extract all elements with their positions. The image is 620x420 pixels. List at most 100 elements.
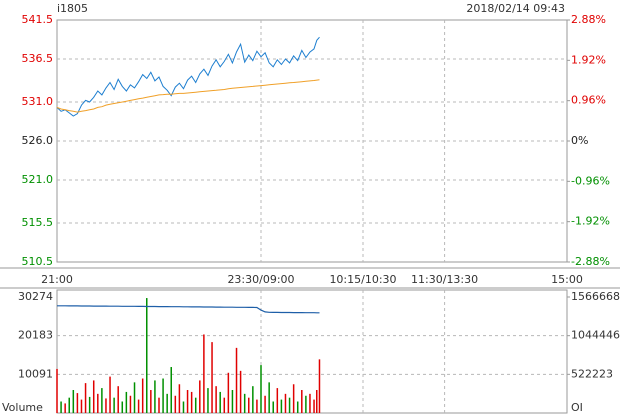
- volume-bar: [121, 401, 124, 413]
- y-tick-label: 515.5: [22, 216, 54, 229]
- oi-line: [57, 305, 320, 314]
- volume-bar: [84, 383, 87, 413]
- y-tick-label: 510.5: [22, 255, 54, 268]
- volume-bar: [178, 384, 181, 413]
- y2-tick-label: -2.88%: [571, 255, 610, 268]
- volume-bar: [243, 393, 246, 413]
- volume-bar: [129, 395, 132, 413]
- volume-bar: [72, 390, 75, 413]
- datetime: 2018/02/14 09:43: [466, 2, 565, 15]
- y2-tick-label: 1044446: [571, 329, 620, 342]
- y2-tick-label: 1566668: [571, 290, 620, 303]
- volume-bar: [284, 393, 287, 413]
- volume-bar: [256, 399, 258, 413]
- price-line: [56, 36, 320, 117]
- volume-bar: [318, 359, 321, 413]
- volume-bar: [316, 390, 318, 413]
- volume-bar: [223, 397, 226, 413]
- volume-bar: [268, 382, 270, 413]
- volume-bar: [182, 401, 185, 413]
- y-tick-label: 30274: [18, 290, 53, 303]
- y-tick-label: 541.5: [22, 13, 54, 26]
- y-tick-label: 521.0: [22, 173, 54, 186]
- x-tick-label: 23:30/09:00: [227, 273, 294, 286]
- volume-bar: [162, 378, 164, 413]
- volume-bar: [207, 388, 209, 413]
- volume-bar: [313, 399, 315, 413]
- volume-bar: [301, 390, 303, 413]
- y-tick-label: 531.0: [22, 95, 54, 108]
- volume-label: Volume: [2, 401, 43, 414]
- volume-bar: [260, 365, 262, 413]
- volume-bar: [199, 380, 201, 413]
- y2-tick-label: 0.96%: [571, 94, 606, 107]
- volume-bar: [190, 391, 193, 413]
- y2-tick-label: 1.92%: [571, 53, 606, 66]
- volume-bar: [154, 380, 156, 413]
- volume-bar: [231, 390, 234, 413]
- y-tick-label: 20183: [18, 329, 53, 342]
- volume-bar: [166, 393, 168, 413]
- y2-tick-label: -0.96%: [571, 174, 610, 187]
- volume-bar: [80, 399, 83, 413]
- volume-bar: [92, 380, 95, 413]
- volume-bar: [280, 399, 283, 413]
- y2-tick-label: 2.88%: [571, 13, 606, 26]
- volume-bar: [137, 399, 140, 413]
- volume-bar: [305, 395, 307, 413]
- y-tick-label: 526.0: [22, 134, 54, 147]
- volume-bar: [264, 395, 266, 413]
- volume-bar: [276, 388, 279, 413]
- volume-bar: [235, 347, 238, 413]
- volume-bar: [97, 393, 99, 413]
- volume-bar: [56, 368, 58, 413]
- volume-bar: [117, 386, 119, 413]
- volume-bar: [219, 391, 221, 413]
- x-tick-label: 21:00: [41, 273, 73, 286]
- symbol: i1805: [57, 2, 88, 15]
- volume-bar: [296, 401, 299, 413]
- y-tick-label: 10091: [18, 367, 53, 380]
- volume-bar: [146, 298, 148, 413]
- volume-bar: [150, 390, 152, 413]
- x-tick-label: 15:00: [551, 273, 583, 286]
- x-tick-label: 10:15/10:30: [329, 273, 396, 286]
- volume-bar: [64, 403, 66, 413]
- volume-bar: [309, 393, 311, 413]
- volume-bar: [101, 388, 103, 413]
- volume-bar: [68, 397, 70, 413]
- volume-bar: [113, 397, 115, 413]
- volume-bar: [203, 334, 205, 413]
- volume-bar: [194, 397, 197, 413]
- volume-bar: [133, 382, 136, 413]
- volume-bar: [141, 378, 144, 413]
- volume-bar: [292, 384, 295, 413]
- volume-bar: [288, 397, 291, 413]
- volume-bar: [248, 397, 250, 413]
- y-tick-label: 536.5: [22, 52, 54, 65]
- volume-bar: [60, 401, 62, 413]
- volume-bar: [125, 391, 128, 413]
- price-line: [56, 79, 320, 113]
- volume-bar: [215, 386, 217, 413]
- volume-bar: [272, 401, 274, 413]
- x-tick-label: 11:30/13:30: [411, 273, 478, 286]
- volume-bar: [211, 342, 213, 413]
- volume-bar: [174, 395, 177, 413]
- volume-bar: [76, 393, 79, 413]
- volume-bar: [239, 370, 242, 413]
- y2-tick-label: 522223: [571, 367, 613, 380]
- oi-label: OI: [571, 401, 583, 414]
- volume-bar: [109, 376, 111, 413]
- volume-bar: [105, 398, 107, 413]
- volume-bar: [186, 390, 189, 413]
- volume-bar: [158, 397, 160, 413]
- y2-tick-label: 0%: [571, 134, 588, 147]
- y2-tick-label: -1.92%: [571, 215, 610, 228]
- volume-bar: [170, 367, 172, 413]
- volume-frame: [56, 289, 568, 414]
- volume-bar: [252, 386, 254, 413]
- volume-bar: [88, 396, 91, 413]
- volume-bar: [227, 372, 230, 413]
